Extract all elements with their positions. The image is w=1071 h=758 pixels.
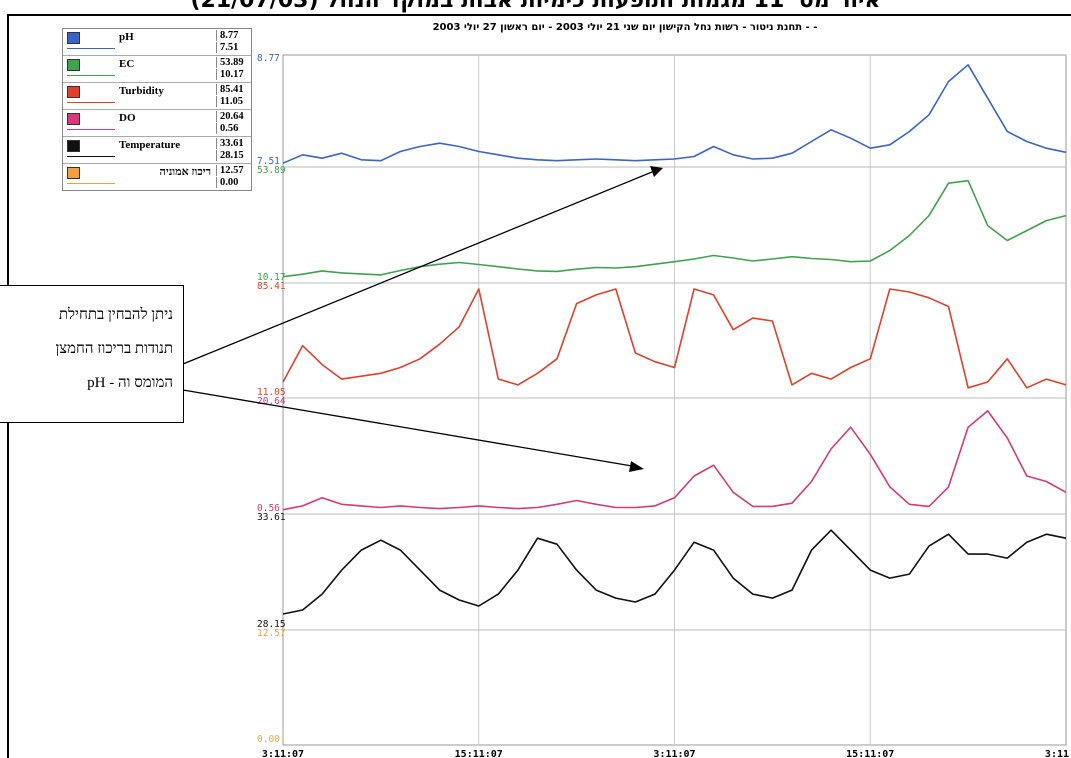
legend-name: Temperature — [119, 139, 181, 151]
x-tick-label: 3:11:07 — [262, 749, 304, 758]
legend-name: ריכוז אמוניה — [159, 166, 211, 178]
annotation-callout: ניתן להבחין בתחילת תנודות בריכוז החמצן ה… — [0, 285, 184, 423]
legend-row-ammonia: ריכוז אמוניה 12.57 0.00 — [63, 164, 251, 190]
annotation-arrow-line — [182, 171, 653, 365]
legend-swatch-do — [67, 113, 80, 125]
y-tick-top: 8.77 — [257, 53, 280, 64]
series-line-turbidity — [282, 288, 1067, 389]
legend-line-ammonia — [67, 183, 115, 184]
legend-max: 85.41 — [216, 84, 252, 95]
legend-min: 7.51 — [216, 42, 252, 53]
legend-name: Turbidity — [119, 85, 164, 97]
y-tick-bottom: 28.15 — [257, 619, 286, 630]
y-tick-bottom: 0.56 — [257, 503, 280, 514]
annotation-arrowhead — [629, 461, 644, 472]
y-tick-top: 33.61 — [257, 512, 286, 523]
annotation-arrow-line — [182, 389, 633, 467]
legend-line-do — [67, 129, 115, 130]
callout-line: המומס וה - pH — [87, 375, 173, 391]
y-tick-bottom: 0.00 — [257, 734, 280, 745]
legend-min: 0.00 — [216, 177, 252, 188]
legend-line-ph — [67, 48, 115, 49]
page-title: איור מס' 11 מגמות ותופעות כימיות אבות במ… — [190, 0, 881, 13]
series-line-temperature — [282, 529, 1067, 615]
legend-row-do: DO 20.64 0.56 — [63, 110, 251, 137]
x-tick-label: 3:11:07 — [1045, 749, 1071, 758]
legend-swatch-ec — [67, 59, 80, 71]
legend-row-ph: pH 8.77 7.51 — [63, 29, 251, 56]
y-tick-top: 12.57 — [257, 628, 286, 639]
annotation-arrowhead — [650, 166, 663, 177]
y-tick-bottom: 10.17 — [257, 272, 286, 283]
legend-min: 0.56 — [216, 123, 252, 134]
legend-min: 28.15 — [216, 150, 252, 161]
x-tick-label: 15:11:07 — [846, 749, 894, 758]
legend-line-turbidity — [67, 102, 115, 103]
callout-line: ניתן להבחין בתחילת — [58, 307, 173, 323]
legend-max: 53.89 — [216, 57, 252, 68]
y-tick-bottom: 11.05 — [257, 387, 286, 398]
series-line-ph — [282, 64, 1067, 164]
legend-max: 12.57 — [216, 165, 252, 176]
legend-line-ec — [67, 75, 115, 76]
callout-line: תנודות בריכוז החמצן — [55, 341, 173, 357]
legend-name: EC — [119, 58, 135, 70]
legend-max: 20.64 — [216, 111, 252, 122]
legend-min: 11.05 — [216, 96, 252, 107]
y-tick-top: 20.64 — [257, 396, 286, 407]
x-tick-label: 3:11:07 — [653, 749, 695, 758]
legend-name: DO — [119, 112, 136, 124]
legend-row-temperature: Temperature 33.61 28.15 — [63, 137, 251, 164]
legend-swatch-turbidity — [67, 86, 80, 98]
y-tick-top: 53.89 — [257, 165, 286, 176]
legend-max: 8.77 — [216, 30, 252, 41]
legend-swatch-ammonia — [67, 167, 80, 179]
x-tick-label: 15:11:07 — [455, 749, 503, 758]
series-line-ec — [282, 179, 1067, 278]
chart-legend: pH 8.77 7.51 EC 53.89 10.17 Turbidity 85… — [62, 28, 252, 191]
legend-row-ec: EC 53.89 10.17 — [63, 56, 251, 83]
legend-row-turbidity: Turbidity 85.41 11.05 — [63, 83, 251, 110]
legend-name: pH — [119, 31, 134, 43]
legend-swatch-ph — [67, 32, 80, 44]
y-tick-bottom: 7.51 — [257, 156, 280, 167]
y-tick-top: 85.41 — [257, 281, 286, 292]
legend-swatch-temperature — [67, 140, 80, 152]
chart-subtitle: - - תחנת ניטור - רשות נחל הקישון יום שני… — [432, 22, 818, 33]
legend-line-temperature — [67, 156, 115, 157]
legend-max: 33.61 — [216, 138, 252, 149]
series-line-do — [282, 410, 1067, 511]
legend-min: 10.17 — [216, 69, 252, 80]
